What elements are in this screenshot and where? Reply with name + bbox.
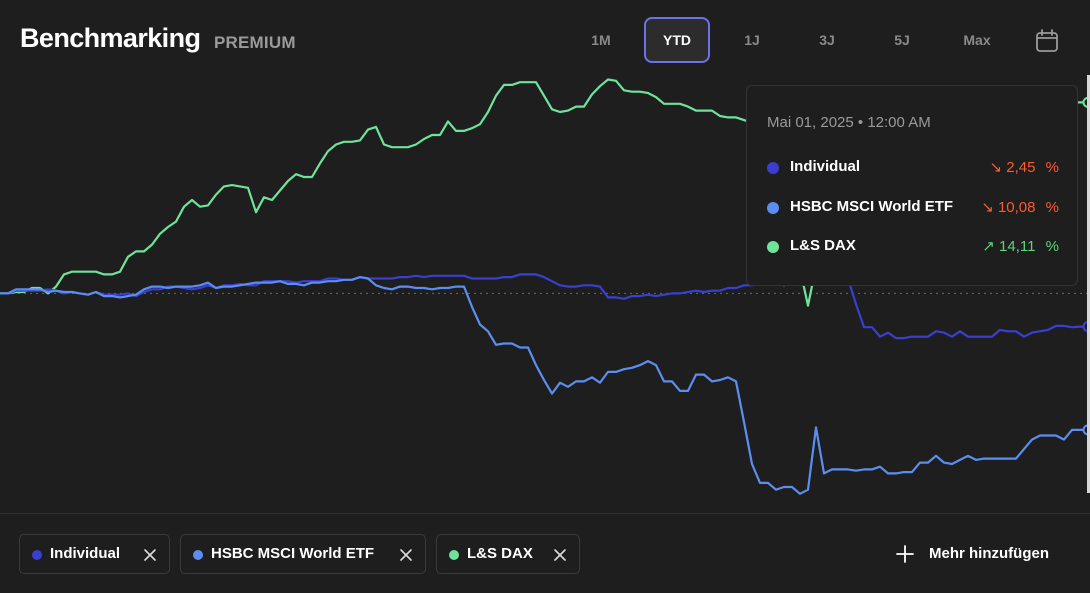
tooltip-value-number: 10,08 [997, 199, 1036, 216]
tooltip-value-unit: % [1045, 159, 1059, 176]
legend-chip-dax[interactable]: L&S DAX [436, 534, 580, 574]
tooltip-value: ↗ 14,11 % [982, 237, 1059, 255]
hsbc-dot [767, 202, 779, 214]
tooltip-name: HSBC MSCI World ETF [790, 198, 954, 215]
tooltip-row-dax: L&S DAX ↗ 14,11 % [767, 236, 1059, 258]
tooltip-value-unit: % [1045, 238, 1059, 255]
trend-down-icon: ↘ [981, 199, 994, 216]
trend-down-icon: ↘ [989, 159, 1003, 176]
tab-1j[interactable]: 1J [744, 32, 760, 48]
dax-dot [449, 550, 459, 560]
header: Benchmarking PREMIUM 1M YTD 1J 3J 5J Max [0, 0, 1090, 80]
tooltip-value-number: 14,11 [999, 238, 1036, 255]
tooltip-value: ↘ 10,08 % [981, 198, 1059, 216]
chip-label: L&S DAX [467, 545, 533, 562]
close-icon[interactable] [142, 547, 158, 563]
plus-icon [895, 544, 915, 564]
close-icon[interactable] [552, 547, 568, 563]
tab-1m[interactable]: 1M [591, 32, 611, 48]
individual-dot [767, 162, 779, 174]
premium-badge: PREMIUM [214, 33, 296, 52]
add-benchmark-button[interactable]: Mehr hinzufügen [895, 540, 1065, 568]
divider [0, 513, 1090, 514]
tooltip-value-unit: % [1045, 199, 1059, 216]
series-line-hsbc-msci-world-etf [0, 276, 1088, 495]
tab-max[interactable]: Max [963, 32, 991, 48]
legend-chip-hsbc[interactable]: HSBC MSCI World ETF [180, 534, 426, 574]
chart-right-edge [1087, 75, 1090, 493]
tooltip-row-hsbc: HSBC MSCI World ETF ↘ 10,08 % [767, 197, 1059, 219]
chip-label: Individual [50, 545, 121, 562]
tooltip-name: L&S DAX [790, 237, 856, 254]
tooltip-value-number: 2,45 [1006, 159, 1036, 176]
calendar-icon[interactable] [1034, 28, 1060, 54]
legend-chip-individual[interactable]: Individual [19, 534, 170, 574]
tab-3j[interactable]: 3J [819, 32, 835, 48]
tab-5j[interactable]: 5J [894, 32, 910, 48]
dax-dot [767, 241, 779, 253]
chip-label: HSBC MSCI World ETF [211, 545, 375, 562]
individual-dot [32, 550, 42, 560]
hsbc-dot [193, 550, 203, 560]
trend-up-icon: ↗ [982, 238, 995, 255]
chart-tooltip: Mai 01, 2025 • 12:00 AM Individual ↘ 2,4… [746, 85, 1078, 286]
tab-ytd[interactable]: YTD [644, 17, 710, 63]
tooltip-row-individual: Individual ↘ 2,45 % [767, 157, 1059, 179]
page-title: Benchmarking [20, 23, 201, 53]
add-benchmark-label: Mehr hinzufügen [929, 545, 1049, 562]
tooltip-date: Mai 01, 2025 • 12:00 AM [767, 114, 931, 131]
tooltip-value: ↘ 2,45 % [990, 158, 1059, 176]
close-icon[interactable] [398, 547, 414, 563]
tooltip-name: Individual [790, 158, 861, 175]
